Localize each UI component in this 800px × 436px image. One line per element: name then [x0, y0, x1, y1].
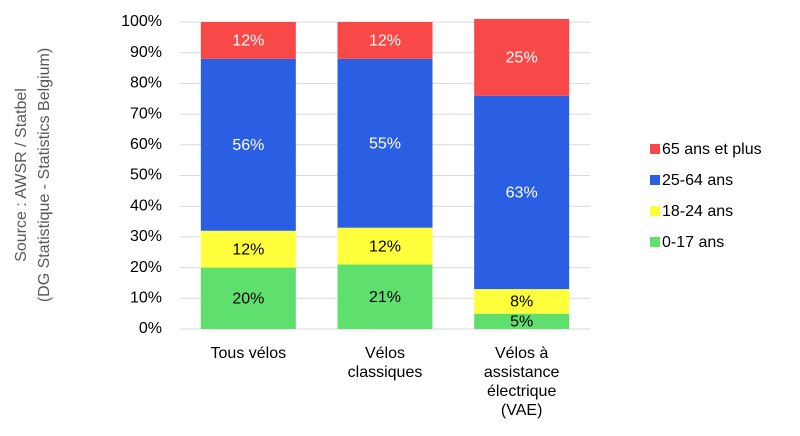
bar-segment [474, 313, 570, 329]
data-label: 12% [232, 33, 264, 50]
data-label: 12% [232, 241, 264, 258]
data-label: 25% [506, 50, 538, 67]
y-tick-label: 10% [130, 290, 162, 307]
bar-segment [474, 289, 570, 314]
bar-segment [337, 264, 433, 329]
bar-segment [200, 58, 296, 231]
y-tick-label: 100% [121, 13, 162, 30]
data-label: 63% [506, 185, 538, 202]
y-tick-label: 90% [130, 44, 162, 61]
y-tick-label: 60% [130, 136, 162, 153]
legend-label: 25-64 ans [662, 172, 733, 189]
legend-label: 65 ans et plus [662, 141, 762, 158]
data-label: 5% [510, 314, 533, 331]
y-tick-label: 20% [130, 259, 162, 276]
data-label: 56% [232, 137, 264, 154]
data-label: 20% [232, 291, 264, 308]
bar-segment [474, 18, 570, 96]
x-tick-label: Vélos à assistance électrique (VAE) [483, 345, 560, 419]
x-tick-label: Vélos classiques [347, 345, 423, 381]
y-tick-label: 80% [130, 75, 162, 92]
bar-segment [200, 230, 296, 268]
bar-segment [337, 22, 433, 59]
y-axis-title: (DG Statistique - Statistics Belgium) [36, 48, 53, 302]
legend-swatch [650, 206, 660, 216]
y-tick-label: 0% [139, 320, 162, 337]
legend-label: 0-17 ans [662, 234, 724, 251]
y-tick-label: 50% [130, 167, 162, 184]
data-label: 21% [369, 289, 401, 306]
y-tick-label: 40% [130, 197, 162, 214]
legend-label: 18-24 ans [662, 203, 733, 220]
legend-swatch [650, 175, 660, 185]
y-axis-title: Source : AWSR / Statbel [13, 88, 30, 262]
bar-segment [474, 95, 570, 290]
y-tick-label: 30% [130, 228, 162, 245]
legend-swatch [650, 237, 660, 247]
bar-segment [200, 22, 296, 59]
bar-segment [337, 58, 433, 228]
data-label: 12% [369, 33, 401, 50]
data-label: 8% [510, 294, 533, 311]
legend-swatch [650, 144, 660, 154]
y-tick-label: 70% [130, 105, 162, 122]
data-label: 12% [369, 238, 401, 255]
bar-segment [200, 267, 296, 329]
bar-segment [337, 227, 433, 265]
x-tick-label: Tous vélos [210, 345, 287, 362]
data-label: 55% [369, 135, 401, 152]
